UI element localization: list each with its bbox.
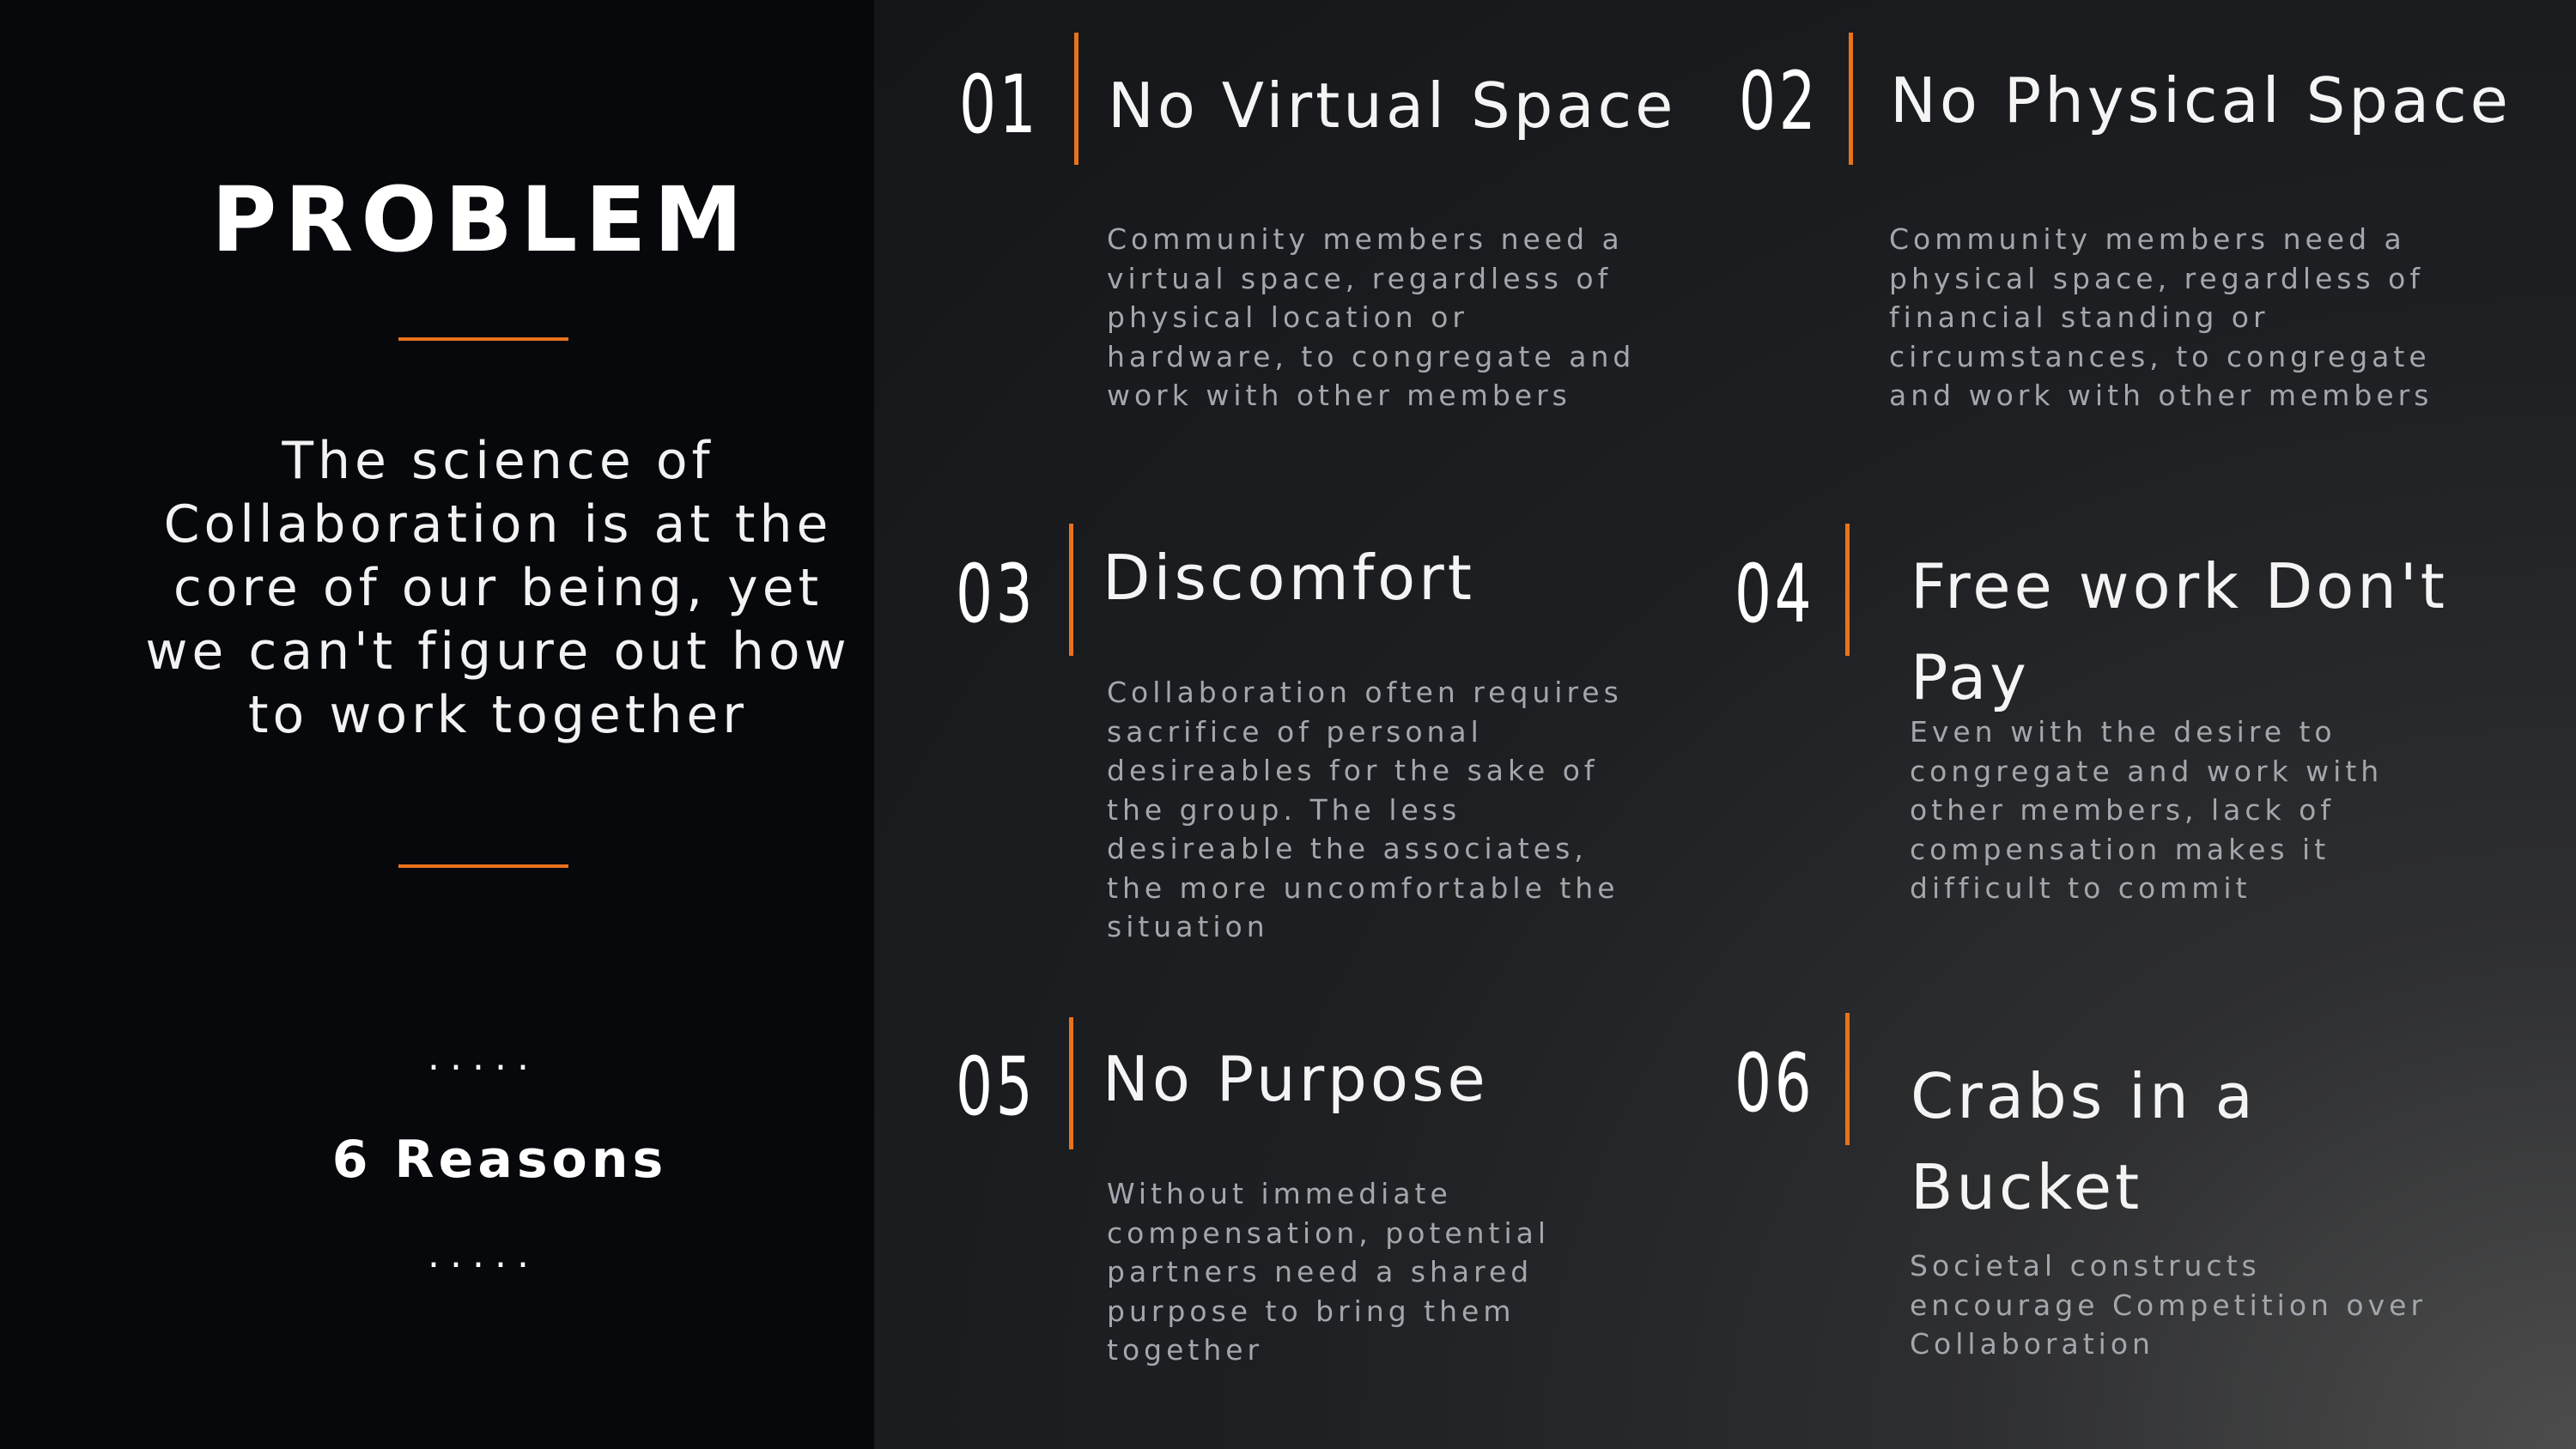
reason-bar-05 <box>1069 1017 1073 1149</box>
bottom-divider <box>398 864 568 868</box>
dots-top: ..... <box>428 1035 539 1079</box>
reasons-panel <box>874 0 2576 1449</box>
reason-number-02: 02 <box>1739 55 1820 149</box>
reason-number-05: 05 <box>956 1040 1036 1134</box>
top-divider <box>398 337 568 341</box>
reason-title-03: Discomfort <box>1103 542 1475 614</box>
reason-title-04: Free work Don't Pay <box>1911 550 2448 713</box>
reason-bar-01 <box>1074 33 1078 165</box>
reason-number-04: 04 <box>1735 548 1815 641</box>
reason-description-02: Community members need a physical space,… <box>1889 222 2433 412</box>
reason-bar-03 <box>1069 524 1073 656</box>
reason-bar-04 <box>1845 524 1850 656</box>
reason-description-01: Community members need a virtual space, … <box>1107 222 1636 412</box>
reason-description-05: Without immediate compensation, potentia… <box>1107 1177 1551 1367</box>
reason-title-02: No Physical Space <box>1890 64 2512 136</box>
reasons-count-label: 6 Reasons <box>331 1130 668 1190</box>
tagline: The science of Collaboration is at the c… <box>145 431 851 745</box>
reason-number-03: 03 <box>956 548 1036 641</box>
reason-bar-06 <box>1845 1013 1850 1145</box>
reason-title-05: No Purpose <box>1103 1043 1489 1115</box>
reason-description-06: Societal constructs encourage Competitio… <box>1910 1249 2427 1361</box>
reason-number-06: 06 <box>1735 1037 1815 1131</box>
dots-bottom: ..... <box>428 1233 539 1276</box>
page-title: PROBLEM <box>211 167 750 272</box>
reason-description-04: Even with the desire to congregate and w… <box>1910 715 2384 905</box>
reason-bar-02 <box>1849 33 1853 165</box>
reason-title-06: Crabs in a Bucket <box>1911 1060 2257 1223</box>
reason-number-01: 01 <box>959 58 1040 152</box>
reason-description-03: Collaboration often requires sacrifice o… <box>1107 676 1623 943</box>
left-panel <box>0 0 874 1449</box>
reason-title-01: No Virtual Space <box>1108 70 1677 142</box>
